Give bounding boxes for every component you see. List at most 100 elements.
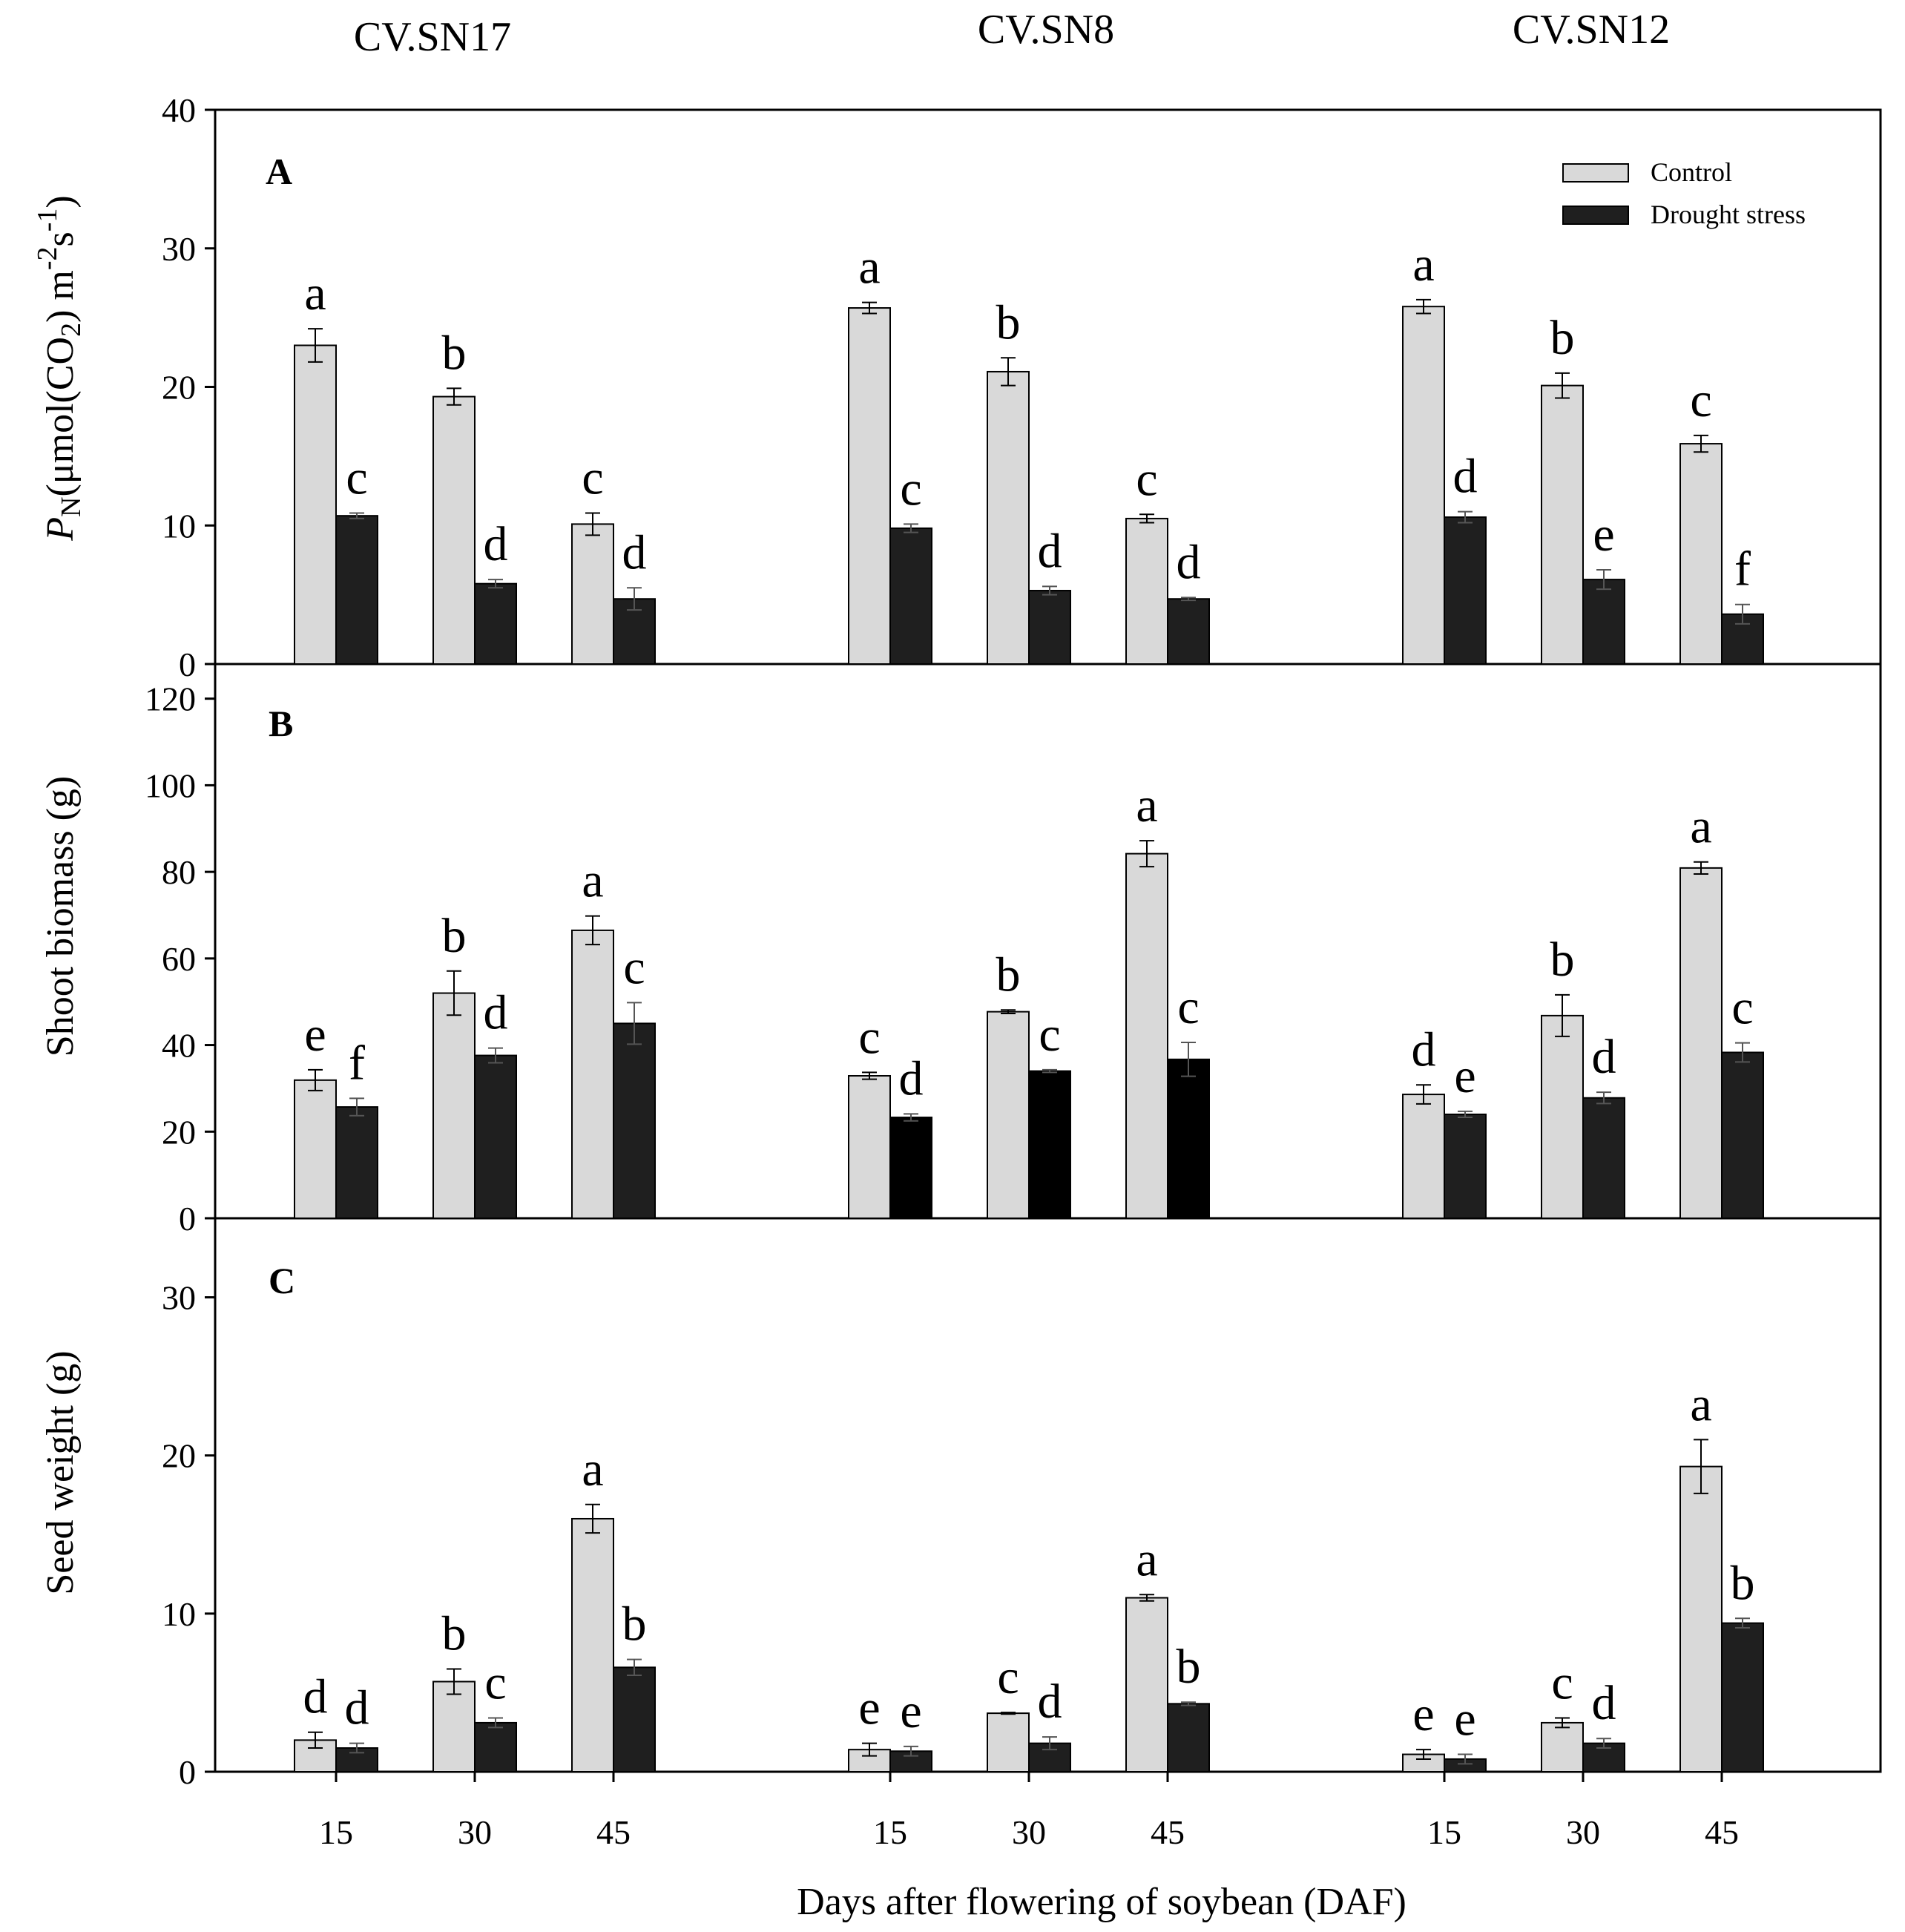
significance-label: e (1593, 507, 1614, 562)
error-bar (1139, 513, 1154, 524)
significance-label: c (1136, 452, 1157, 506)
x-tick-label: 15 (1427, 1813, 1461, 1851)
y-tick-label-a: 40 (162, 91, 196, 129)
y-axis-label-a: PN(μmol(CO2) m-2s-1) (32, 195, 87, 542)
y-tick-label-c: 10 (162, 1595, 196, 1633)
significance-label: c (858, 1010, 880, 1064)
significance-label: b (442, 326, 467, 380)
error-bar (862, 301, 877, 315)
significance-label: d (303, 1670, 328, 1724)
bar-drought-c (474, 1721, 517, 1773)
significance-label: c (997, 1650, 1019, 1704)
significance-label: c (1690, 373, 1711, 427)
cultivar-label-sn17: CV.SN17 (354, 14, 511, 60)
bar-drought-a (1721, 613, 1764, 666)
bar-control-a (848, 307, 891, 665)
significance-label: c (484, 1656, 506, 1710)
bar-control-c (1541, 1721, 1584, 1773)
error-bar (1596, 1738, 1611, 1749)
error-bar (1735, 603, 1750, 625)
bars (294, 298, 1764, 1773)
x-tick-label: 30 (1012, 1813, 1046, 1851)
legend-swatch-control (1562, 163, 1629, 183)
error-bar (585, 1503, 600, 1534)
significance-label: c (1039, 1008, 1060, 1062)
y-tick-label-a: 30 (162, 230, 196, 268)
bar-control-b (571, 929, 614, 1219)
bar-drought-a (889, 527, 932, 665)
y-tick-label-b: 60 (162, 940, 196, 978)
y-tick-label-b: 0 (179, 1200, 196, 1238)
significance-label: d (1038, 524, 1062, 578)
error-bar (1001, 357, 1016, 387)
error-bar (1458, 1110, 1473, 1119)
panel-letter-c: C (269, 1260, 295, 1301)
error-bar (862, 1071, 877, 1080)
error-bar (1181, 1042, 1196, 1077)
error-bar (447, 1668, 461, 1695)
significance-label: b (622, 1597, 647, 1652)
significance-label: c (1177, 980, 1199, 1034)
significance-label: d (484, 986, 508, 1040)
x-axis-label: Days after flowering of soybean (DAF) (797, 1881, 1406, 1923)
significance-label: d (484, 517, 508, 571)
bar-control-c (987, 1712, 1030, 1773)
bar-drought-b (889, 1117, 932, 1220)
error-bar (488, 579, 503, 589)
significance-label: d (622, 525, 647, 579)
error-bar (1555, 372, 1570, 399)
bar-control-a (1402, 306, 1445, 665)
error-bar (904, 523, 918, 533)
y-axis-label-c: Seed weight (g) (39, 1350, 82, 1594)
error-bar (1042, 1736, 1057, 1751)
y-tick-label-a: 0 (179, 645, 196, 683)
significance-label: a (582, 1442, 603, 1496)
significance-label: b (442, 1606, 467, 1660)
bar-drought-a (1167, 598, 1210, 665)
bar-drought-b (1721, 1051, 1764, 1220)
significance-label: c (900, 461, 921, 516)
significance-label: e (304, 1008, 326, 1062)
error-bar (627, 1002, 642, 1045)
significance-label: b (996, 295, 1021, 349)
x-tick-label: 15 (319, 1813, 353, 1851)
significance-label: a (1690, 1377, 1711, 1431)
error-bar (1596, 569, 1611, 591)
error-bar (1416, 1749, 1431, 1760)
error-bar (627, 587, 642, 611)
significance-label: b (996, 947, 1021, 1002)
legend: Control Drought stress (1562, 157, 1806, 229)
significance-label: f (349, 1036, 365, 1090)
error-bar (308, 1731, 323, 1749)
significance-label: d (899, 1051, 924, 1105)
significance-label: a (1412, 237, 1434, 292)
significance-label: c (1731, 981, 1753, 1035)
x-tick-label: 45 (1705, 1813, 1739, 1851)
significance-label: a (1136, 778, 1157, 832)
error-bar (1042, 1068, 1057, 1074)
bar-drought-c (1721, 1622, 1764, 1773)
bar-control-b (1402, 1094, 1445, 1219)
error-bar (349, 1742, 364, 1754)
error-bar (1694, 434, 1708, 453)
bar-control-a (432, 395, 476, 665)
bar-drought-a (1444, 516, 1487, 665)
significance-label: b (1731, 1556, 1755, 1610)
cultivar-label-sn12: CV.SN12 (1513, 7, 1670, 53)
legend-label-control: Control (1651, 157, 1732, 187)
bar-control-a (987, 370, 1030, 665)
significance-label: c (1551, 1656, 1573, 1710)
error-bar (1735, 1042, 1750, 1063)
error-bar (349, 1097, 364, 1117)
significance-label: c (582, 450, 603, 505)
significance-label: a (858, 240, 880, 295)
error-bar (1416, 1084, 1431, 1105)
significance-label: c (346, 450, 367, 505)
bar-drought-b (474, 1054, 517, 1219)
error-bar (1042, 585, 1057, 596)
bar-control-a (1679, 443, 1723, 665)
error-bar (1694, 861, 1708, 875)
bar-control-b (1125, 852, 1168, 1219)
significance-label: b (1550, 933, 1575, 987)
error-bar (862, 1742, 877, 1757)
